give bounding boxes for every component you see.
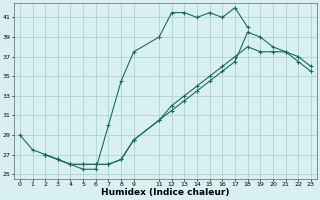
X-axis label: Humidex (Indice chaleur): Humidex (Indice chaleur) <box>101 188 230 197</box>
